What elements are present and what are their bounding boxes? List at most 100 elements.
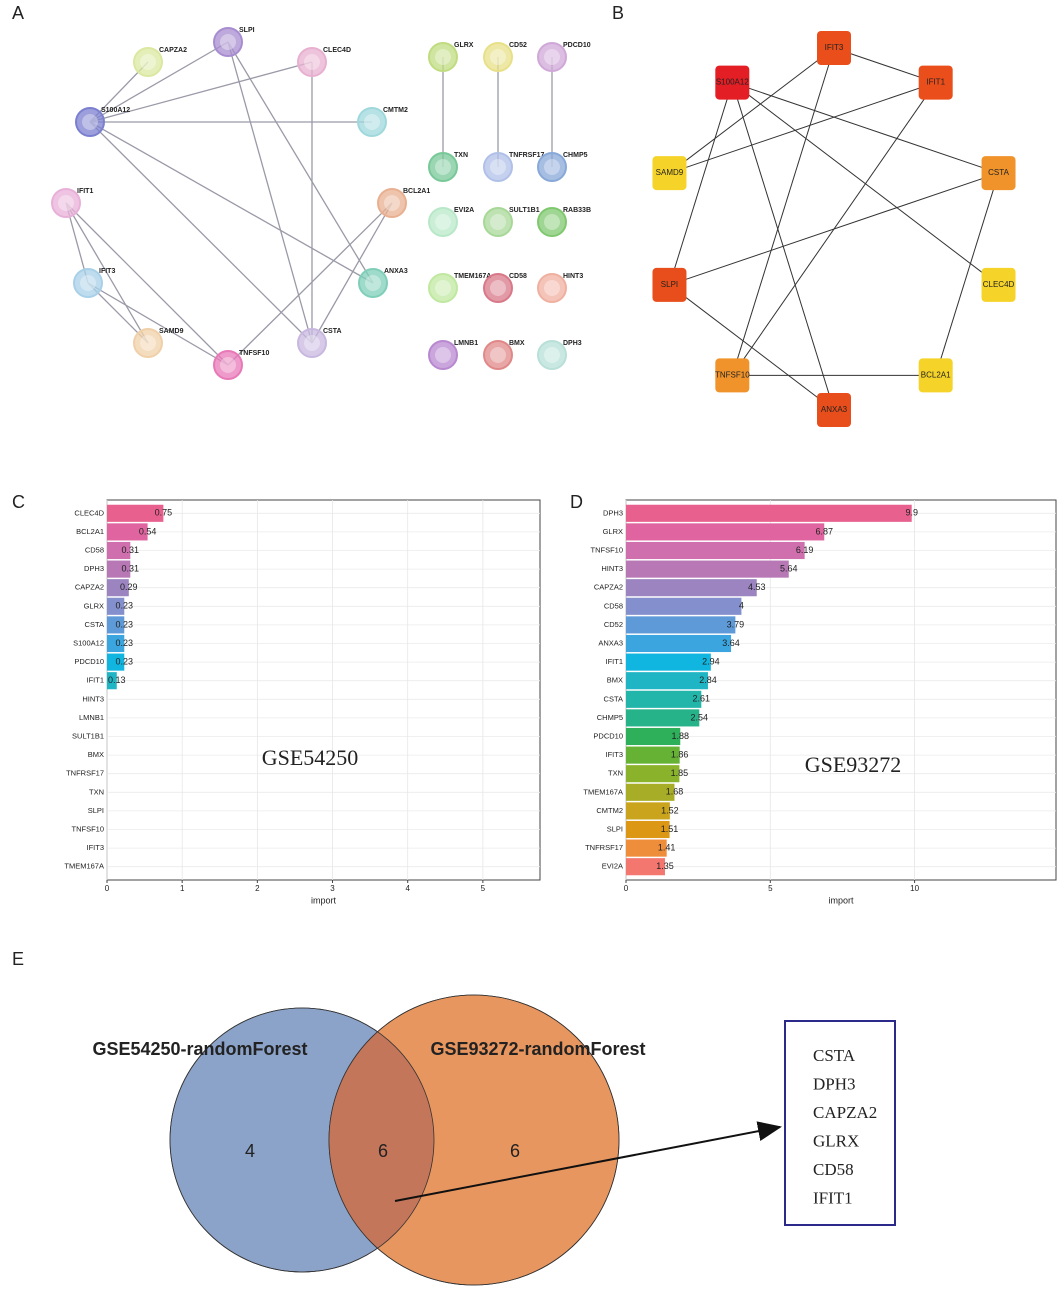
y-tick-label: TNFRSF17 xyxy=(66,769,104,778)
protein-node-core xyxy=(435,214,451,230)
y-tick-label: SULT1B1 xyxy=(72,731,104,740)
plot-frame xyxy=(106,499,541,881)
node-label: GLRX xyxy=(454,42,474,49)
annotation: GSE54250 xyxy=(262,745,359,770)
bar xyxy=(107,579,129,597)
gene-name: DPH3 xyxy=(813,1074,856,1093)
y-tick-label: CSTA xyxy=(85,620,104,629)
node-label: BCL2A1 xyxy=(403,188,430,195)
protein-node-core xyxy=(220,357,236,373)
node-label: BMX xyxy=(509,340,525,347)
protein-node xyxy=(297,47,327,77)
protein-node-core xyxy=(544,49,560,65)
protein-node xyxy=(483,42,513,72)
gene-name: CSTA xyxy=(813,1046,856,1065)
value-label: 1.51 xyxy=(661,824,679,834)
bar xyxy=(626,672,708,690)
protein-node-core xyxy=(384,195,400,211)
x-tick-label: 4 xyxy=(405,884,410,893)
protein-node xyxy=(483,152,513,182)
region-count: 6 xyxy=(510,1141,520,1161)
value-label: 1.35 xyxy=(656,861,674,871)
protein-node xyxy=(51,188,81,218)
protein-node-core xyxy=(80,275,96,291)
bar xyxy=(107,653,125,671)
node-label: PDCD10 xyxy=(563,42,591,49)
protein-node-core xyxy=(435,280,451,296)
x-tick-label: 2 xyxy=(255,884,260,893)
node-label: DPH3 xyxy=(563,340,582,347)
bar xyxy=(626,579,757,597)
bar xyxy=(626,839,667,857)
protein-node xyxy=(213,27,243,57)
network-edge xyxy=(669,82,936,174)
protein-node xyxy=(428,152,458,182)
bar xyxy=(626,504,912,522)
y-tick-label: BCL2A1 xyxy=(76,527,104,536)
node-label: CSTA xyxy=(988,168,1009,177)
value-label: 5.64 xyxy=(780,563,798,573)
y-tick-label: BMX xyxy=(88,750,104,759)
protein-node-core xyxy=(544,280,560,296)
protein-node-core xyxy=(490,159,506,175)
y-tick-label: TMEM167A xyxy=(64,862,104,871)
gene-name: CD58 xyxy=(813,1160,854,1179)
value-label: 0.23 xyxy=(116,656,134,666)
bar xyxy=(626,858,665,876)
protein-node-core xyxy=(220,34,236,50)
protein-node-core xyxy=(490,280,506,296)
y-tick-label: SLPI xyxy=(88,806,104,815)
y-tick-label: TMEM167A xyxy=(583,787,623,796)
value-label: 0.23 xyxy=(116,601,134,611)
region-count: 6 xyxy=(378,1141,388,1161)
protein-node xyxy=(428,273,458,303)
protein-node-core xyxy=(544,159,560,175)
y-tick-label: IFIT3 xyxy=(605,750,623,759)
bar xyxy=(626,560,789,578)
node-label: SLPI xyxy=(661,280,678,289)
value-label: 0.31 xyxy=(122,545,140,555)
bar xyxy=(626,597,742,615)
gene-name: GLRX xyxy=(813,1131,859,1150)
bar xyxy=(626,709,700,727)
node-label: CD58 xyxy=(509,273,527,280)
value-label: 0.31 xyxy=(122,563,140,573)
node-label: IFIT3 xyxy=(825,43,844,52)
y-tick-label: HINT3 xyxy=(601,564,623,573)
value-label: 9.9 xyxy=(905,508,918,518)
x-tick-label: 3 xyxy=(330,884,335,893)
protein-node xyxy=(133,47,163,77)
y-tick-label: CAPZA2 xyxy=(594,583,623,592)
hub-node xyxy=(981,267,1016,302)
protein-node-core xyxy=(140,335,156,351)
node-label: CMTM2 xyxy=(383,107,408,114)
node-label: CHMP5 xyxy=(563,152,588,159)
bar xyxy=(107,504,164,522)
protein-node xyxy=(357,107,387,137)
y-tick-label: CMTM2 xyxy=(596,806,623,815)
panel-label: E xyxy=(12,949,24,969)
y-tick-label: IFIT3 xyxy=(86,843,104,852)
protein-node-core xyxy=(365,275,381,291)
node-label: ANXA3 xyxy=(821,405,848,414)
value-label: 3.79 xyxy=(727,619,745,629)
node-label: IFIT1 xyxy=(926,78,945,87)
bar xyxy=(626,653,711,671)
y-tick-label: IFIT1 xyxy=(605,657,623,666)
node-label: EVI2A xyxy=(454,207,474,214)
protein-node xyxy=(297,328,327,358)
bar xyxy=(626,802,670,820)
value-label: 0.23 xyxy=(116,619,134,629)
hub-node xyxy=(715,358,750,393)
value-label: 0.23 xyxy=(116,638,134,648)
y-tick-label: GLRX xyxy=(84,601,104,610)
bar xyxy=(107,616,125,634)
hub-node xyxy=(652,267,687,302)
value-label: 4 xyxy=(739,601,744,611)
network-edge xyxy=(227,202,393,366)
protein-node-core xyxy=(140,54,156,70)
value-label: 0.13 xyxy=(108,675,126,685)
bar xyxy=(626,616,736,634)
hub-node xyxy=(652,156,687,191)
y-tick-label: TNFSF10 xyxy=(71,824,104,833)
